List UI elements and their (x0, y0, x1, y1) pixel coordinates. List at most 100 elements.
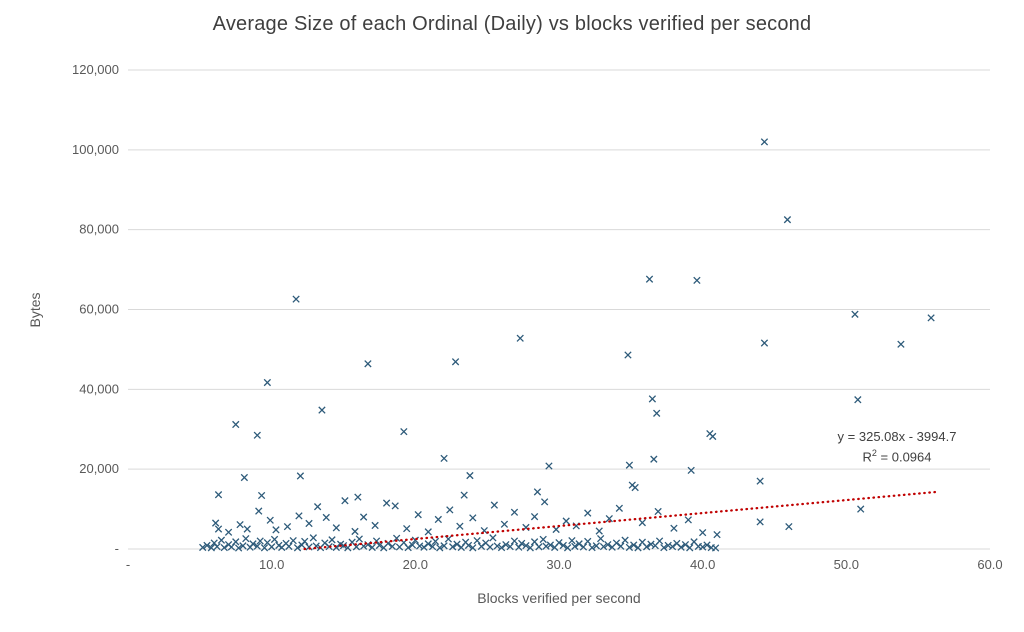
scatter-point (630, 541, 638, 549)
scatter-point (318, 406, 326, 414)
scatter-point (207, 544, 215, 552)
scatter-point (497, 543, 506, 552)
scatter-point (253, 542, 261, 550)
y-tick-label: 40,000 (79, 381, 119, 396)
scatter-point (283, 522, 292, 531)
scatter-point (266, 516, 274, 524)
scatter-point (473, 536, 481, 545)
x-tick-label: 10.0 (259, 557, 284, 572)
scatter-point (851, 310, 859, 318)
scatter-point (510, 537, 519, 545)
scatter-point (232, 420, 240, 429)
scatter-point (351, 527, 359, 536)
scatter-point (332, 524, 340, 532)
scatter-point (364, 360, 372, 368)
scatter-point (305, 519, 313, 528)
scatter-point (571, 542, 579, 551)
scatter-point (562, 517, 570, 525)
scatter-point (289, 536, 297, 545)
scatter-point (428, 542, 437, 551)
scatter-point (486, 543, 494, 551)
scatter-point (625, 461, 634, 469)
scatter-point (638, 518, 646, 527)
y-tick-label: 120,000 (72, 62, 119, 77)
scatter-point (617, 542, 625, 550)
scatter-point (693, 276, 701, 285)
scatter-point (220, 543, 228, 552)
x-tick-label: 40.0 (690, 557, 715, 572)
scatter-point (490, 501, 499, 509)
y-axis-title: Bytes (27, 292, 43, 328)
scatter-point (621, 536, 629, 544)
scatter-point (857, 505, 865, 513)
scatter-point (234, 544, 243, 552)
scatter-point (540, 498, 549, 506)
scatter-point (559, 541, 567, 550)
x-axis-title: Blocks verified per second (477, 590, 641, 606)
scatter-point (460, 491, 468, 499)
scatter-point (375, 541, 384, 550)
scatter-point (199, 543, 207, 552)
scatter-point (309, 534, 317, 542)
trendline-equation: y = 325.08x - 3994.7 (837, 429, 957, 444)
scatter-point (214, 491, 223, 499)
scatter-point (434, 515, 442, 524)
scatter-point (516, 334, 524, 342)
scatter-point (403, 524, 411, 533)
scatter-point (539, 535, 547, 544)
scatter-point (760, 339, 769, 347)
scatter-point (655, 537, 664, 545)
scatter-point (502, 540, 510, 549)
y-tick-label: 100,000 (72, 142, 119, 157)
scatter-point (328, 536, 336, 544)
scatter-point (295, 512, 303, 520)
scatter-point (424, 540, 432, 548)
scatter-point (368, 543, 376, 552)
scatter-point (292, 295, 300, 303)
scatter-point (453, 540, 461, 548)
scatter-point (285, 542, 293, 551)
scatter-point (604, 540, 612, 549)
trendline-r-squared: R2 = 0.0964 (862, 448, 932, 465)
scatter-point (760, 138, 769, 146)
scatter-point (424, 528, 432, 536)
scatter-point (240, 473, 249, 482)
scatter-point (332, 543, 340, 552)
scatter-point (415, 542, 424, 550)
trendline (303, 490, 937, 551)
x-tick-label: 50.0 (834, 557, 859, 572)
scatter-point (341, 497, 349, 505)
scatter-point (408, 541, 417, 549)
x-tick-label: - (126, 557, 130, 572)
scatter-point (272, 526, 280, 534)
scatter-point (268, 543, 276, 551)
scatter-point (579, 543, 588, 551)
scatter-point (255, 507, 263, 515)
scatter-point (668, 542, 677, 551)
scatter-point (517, 539, 526, 548)
scatter-point (456, 522, 464, 530)
scatter-point (599, 542, 608, 551)
scatter-point (588, 543, 596, 552)
chart-title: Average Size of each Ordinal (Daily) vs … (212, 13, 812, 35)
scatter-point (449, 543, 457, 551)
scatter-point (575, 540, 583, 548)
scatter-point (256, 537, 264, 545)
scatter-point (355, 535, 363, 543)
scatter-point (647, 540, 655, 548)
scatter-point (469, 514, 477, 522)
scatter-point (500, 520, 509, 528)
scatter-point (239, 542, 247, 550)
scatter-point (203, 541, 211, 550)
scatter-point (687, 466, 695, 475)
scatter-point (563, 544, 572, 552)
scatter-point (703, 541, 711, 549)
scatter-point (270, 535, 279, 544)
scatter-point (440, 542, 448, 550)
scatter-point (699, 528, 707, 537)
scatter-point (709, 432, 717, 441)
scatter-point (634, 544, 642, 552)
scatter-point (624, 351, 632, 359)
scatter-point (506, 542, 514, 551)
